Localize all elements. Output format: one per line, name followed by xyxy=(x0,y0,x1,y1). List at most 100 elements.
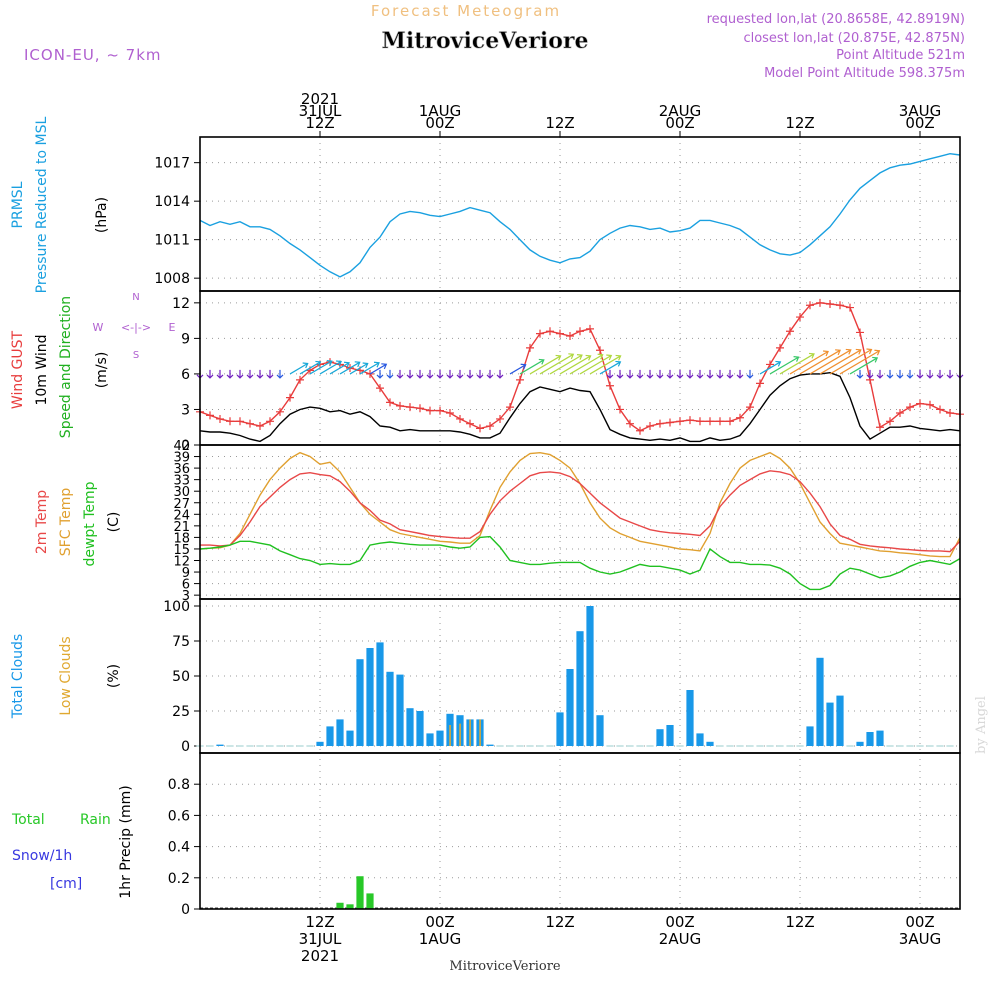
gust-marker xyxy=(416,404,424,413)
top-time-label: 31JUL xyxy=(299,102,342,120)
gust-marker xyxy=(586,324,594,333)
gust-marker xyxy=(406,403,414,412)
top-time-label: 2AUG xyxy=(659,102,701,120)
gust-marker xyxy=(496,414,504,423)
gust-marker xyxy=(926,400,934,409)
y-tick-label: 27 xyxy=(173,497,190,512)
gust-marker xyxy=(576,327,584,336)
clouds-low-label: Low Clouds xyxy=(58,636,74,715)
total-cloud-bar xyxy=(696,733,704,746)
wind-direction-arrow xyxy=(746,369,754,379)
pressure-unit: (hPa) xyxy=(94,197,110,233)
low-cloud-bar xyxy=(459,723,461,746)
gust-marker xyxy=(376,384,384,393)
wind-direction-arrow xyxy=(539,353,575,375)
wind-direction-arrow xyxy=(276,369,284,379)
wind-direction-arrow xyxy=(686,369,694,379)
wind-direction-arrow xyxy=(299,360,322,375)
y-tick-label: 18 xyxy=(173,531,190,546)
total-cloud-bar xyxy=(806,726,814,746)
wind-direction-arrow xyxy=(396,369,404,379)
compass-w: W xyxy=(93,321,104,334)
wind-direction-arrow xyxy=(676,369,684,379)
chart-title: Forecast Meteogram xyxy=(371,2,561,20)
wind-direction-arrow xyxy=(736,369,744,379)
gust-marker xyxy=(436,406,444,415)
wind-direction-arrow xyxy=(759,360,782,375)
pressure-label-prmsl: PRMSL xyxy=(10,181,26,228)
total-cloud-bar xyxy=(386,671,394,746)
gust-marker xyxy=(616,405,624,414)
wind-direction-arrow xyxy=(496,369,504,379)
total-cloud-bar xyxy=(826,702,834,746)
total-cloud-bar xyxy=(596,715,604,746)
wind-direction-arrow xyxy=(769,356,800,375)
wind-direction-arrow xyxy=(636,369,644,379)
y-tick-label: 50 xyxy=(172,669,190,685)
gust-line xyxy=(199,302,961,432)
rain-bar xyxy=(356,876,364,909)
wind-direction-arrow xyxy=(666,369,674,379)
gust-marker xyxy=(466,419,474,428)
gust-marker xyxy=(606,381,614,390)
wind-direction-arrow xyxy=(589,354,622,375)
requested-coords: requested lon,lat (20.8658E, 42.8919N) xyxy=(707,12,965,27)
model-label: ICON-EU, ~ 7km xyxy=(24,46,162,64)
wind-speed-line xyxy=(199,371,961,443)
compass-e: E xyxy=(169,321,176,334)
wind-direction-arrow xyxy=(559,354,592,375)
wind-direction-arrow xyxy=(416,369,424,379)
footer-location: MitroviceVeriore xyxy=(449,959,561,974)
bottom-time-label: 12Z xyxy=(545,913,574,931)
total-cloud-bar xyxy=(556,712,564,746)
precip-cm-label: [cm] xyxy=(50,876,82,892)
total-cloud-bar xyxy=(576,631,584,746)
wind-direction-arrow xyxy=(656,369,664,379)
gust-marker xyxy=(296,375,304,384)
gust-marker xyxy=(676,417,684,426)
gust-marker xyxy=(446,409,454,418)
wind-direction-arrow xyxy=(646,369,654,379)
wind-direction-arrow xyxy=(256,369,264,379)
gust-marker xyxy=(706,417,714,426)
gust-marker xyxy=(806,301,814,310)
bottom-time-label: 00Z xyxy=(425,913,454,931)
credit-watermark: by Angel xyxy=(974,696,989,754)
temp-dew-label: dewpt Temp xyxy=(82,481,98,566)
wind-speed-dir-label: Speed and Direction xyxy=(58,296,74,438)
total-cloud-bar xyxy=(366,648,374,746)
top-time-label: 00Z xyxy=(425,114,454,132)
y-tick-label: 1011 xyxy=(154,233,190,249)
y-tick-label: 0.4 xyxy=(168,840,190,856)
wind-direction-arrow xyxy=(849,356,879,375)
model-altitude: Model Point Altitude 598.375m xyxy=(764,66,965,81)
wind-direction-arrow xyxy=(456,369,464,379)
gust-marker xyxy=(226,417,234,426)
gust-marker xyxy=(486,422,494,431)
gust-marker xyxy=(816,298,824,307)
y-tick-label: 9 xyxy=(181,331,190,347)
precip-rain-label: Rain xyxy=(80,812,111,828)
wind-gust-label: Wind GUST xyxy=(10,330,26,409)
total-cloud-bar xyxy=(396,674,404,746)
compass-s: S xyxy=(133,350,139,361)
wind-direction-arrow xyxy=(839,349,881,375)
y-tick-label: 1008 xyxy=(154,271,190,287)
gust-marker xyxy=(756,379,764,388)
gust-marker xyxy=(236,417,244,426)
panel-frame xyxy=(199,136,961,292)
wind-direction-arrow xyxy=(476,369,484,379)
gust-marker xyxy=(726,417,734,426)
gust-marker xyxy=(876,423,884,432)
y-tick-label: 75 xyxy=(172,634,190,650)
top-time-label: 12Z xyxy=(785,114,814,132)
wind-direction-arrow xyxy=(309,360,333,375)
bottom-time-label: 12Z xyxy=(785,913,814,931)
gust-marker xyxy=(686,416,694,425)
wind-direction-arrow xyxy=(509,363,527,375)
wind-direction-arrow xyxy=(339,361,361,375)
closest-coords: closest lon,lat (20.875E, 42.875N) xyxy=(743,31,965,46)
total-cloud-bar xyxy=(416,711,424,746)
low-cloud-bar xyxy=(469,719,471,746)
y-tick-label: 0.8 xyxy=(168,777,190,793)
